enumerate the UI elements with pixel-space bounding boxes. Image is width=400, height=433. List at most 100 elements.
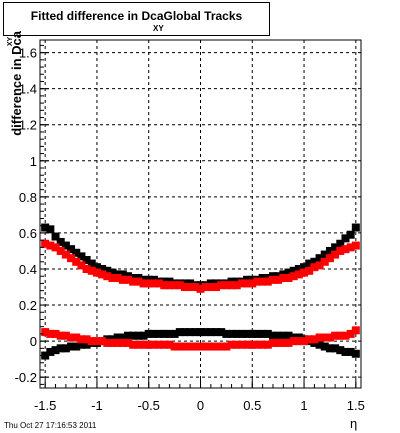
y-tick-label: -0.2 — [15, 370, 37, 385]
data-point — [196, 342, 205, 351]
data-point — [284, 268, 293, 277]
data-point — [82, 264, 91, 273]
data-point — [263, 340, 272, 349]
data-point — [72, 333, 81, 342]
data-point — [325, 333, 334, 342]
data-point — [206, 328, 215, 337]
data-point — [237, 279, 246, 288]
data-point — [315, 254, 324, 263]
data-point — [336, 346, 345, 355]
data-point — [67, 254, 76, 263]
y-tick-label: 1.6 — [19, 46, 37, 61]
data-point — [144, 279, 153, 288]
data-point — [134, 331, 143, 340]
data-point — [175, 342, 184, 351]
data-point — [134, 277, 143, 286]
data-point — [51, 329, 60, 338]
data-point — [139, 331, 148, 340]
data-point — [237, 329, 246, 338]
data-point — [237, 340, 246, 349]
data-point — [294, 264, 303, 273]
data-point — [263, 329, 272, 338]
data-point — [129, 277, 138, 286]
data-point — [243, 279, 252, 288]
data-point — [160, 340, 169, 349]
data-point — [56, 344, 65, 353]
data-series — [41, 223, 360, 360]
data-point — [149, 279, 158, 288]
data-point — [113, 274, 122, 283]
data-point — [289, 266, 298, 275]
data-point — [253, 329, 262, 338]
data-point — [351, 241, 360, 250]
data-point — [165, 281, 174, 290]
x-axis-label: η — [350, 416, 358, 431]
data-point — [268, 331, 277, 340]
data-point — [170, 342, 179, 351]
data-point — [222, 281, 231, 290]
data-point — [149, 329, 158, 338]
data-point — [227, 329, 236, 338]
data-point — [341, 234, 350, 243]
data-point — [279, 331, 288, 340]
data-point — [336, 331, 345, 340]
data-point — [103, 266, 112, 275]
data-point — [186, 342, 195, 351]
data-point — [61, 241, 70, 250]
data-point — [103, 272, 112, 281]
data-point — [129, 340, 138, 349]
data-point — [325, 246, 334, 255]
data-point — [103, 338, 112, 347]
tick-labels: -1.5 -1 -0.5 0 0.5 1 1.5 -0.2 0 0.2 0.4 0.6 0.8 1 1.2 1… — [15, 46, 365, 413]
data-point — [284, 338, 293, 347]
data-point — [144, 340, 153, 349]
data-point — [268, 338, 277, 347]
data-point — [331, 243, 340, 252]
data-point — [67, 342, 76, 351]
data-point — [310, 335, 319, 344]
data-point — [186, 283, 195, 292]
x-tick-label: 1.5 — [347, 398, 365, 413]
data-point — [118, 275, 127, 284]
data-point — [82, 255, 91, 264]
data-point — [155, 279, 164, 288]
data-point — [289, 272, 298, 281]
data-point — [196, 284, 205, 293]
data-point — [41, 239, 50, 248]
data-point — [144, 329, 153, 338]
data-point — [160, 281, 169, 290]
data-point — [279, 338, 288, 347]
data-point — [305, 259, 314, 268]
data-point — [351, 349, 360, 358]
data-point — [310, 263, 319, 272]
data-point — [346, 230, 355, 239]
data-point — [274, 338, 283, 347]
data-point — [165, 329, 174, 338]
data-point — [139, 279, 148, 288]
data-point — [315, 340, 324, 349]
series-2 — [41, 239, 360, 293]
data-point — [320, 257, 329, 266]
data-point — [222, 329, 231, 338]
data-point — [46, 225, 55, 234]
data-point — [336, 239, 345, 248]
chart-title: Fitted difference in DcaGlobal Tracks — [30, 9, 243, 23]
data-point — [67, 245, 76, 254]
data-point — [67, 333, 76, 342]
data-point — [46, 347, 55, 356]
y-tick-label: 1.2 — [19, 118, 37, 133]
data-point — [294, 270, 303, 279]
x-tick-label: -1.5 — [34, 398, 56, 413]
data-point — [124, 275, 133, 284]
data-point — [87, 266, 96, 275]
data-point — [124, 338, 133, 347]
data-point — [61, 331, 70, 340]
data-point — [331, 331, 340, 340]
data-point — [248, 340, 257, 349]
data-point — [351, 223, 360, 232]
data-point — [253, 277, 262, 286]
data-point — [300, 337, 309, 346]
x-tick-label: -0.5 — [138, 398, 160, 413]
data-point — [300, 268, 309, 277]
